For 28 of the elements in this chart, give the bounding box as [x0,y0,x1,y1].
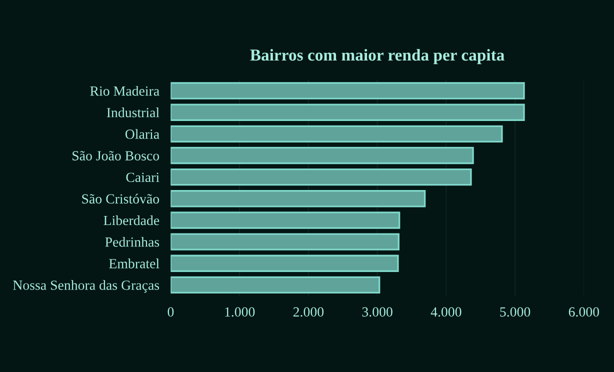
y-tick-label: Olaria [125,129,160,139]
bar [170,82,525,100]
chart-title: Bairros com maior renda per capita [250,48,504,64]
bar [170,254,399,272]
y-tick-label: São João Bosco [72,150,160,160]
x-tick-label: 4.000 [430,307,462,317]
x-tick-label: 0 [168,307,174,317]
x-tick-label: 6.000 [568,307,600,317]
bar [170,104,525,121]
x-tick-label: 5.000 [500,307,530,317]
bar [170,125,503,143]
bar [170,233,400,250]
y-tick-label: Industrial [106,108,160,118]
bar [170,212,400,229]
x-tick-label: 1.000 [225,307,255,317]
y-tick-label: Rio Madeira [90,86,160,96]
y-tick-label: Caiari [126,172,160,182]
y-tick-label: Embratel [109,258,160,268]
bar [170,276,380,294]
y-tick-label: Pedrinhas [105,236,160,247]
y-tick-label: Nossa Senhora das Graças [13,280,160,293]
x-tick-label: 2.000 [293,307,324,317]
y-tick-label: Liberdade [104,215,160,226]
bar [170,146,474,164]
y-tick-label: São Cristóvão [82,194,160,204]
bar [170,190,426,208]
x-tick-label: 3.000 [362,307,392,317]
bar [170,168,472,186]
